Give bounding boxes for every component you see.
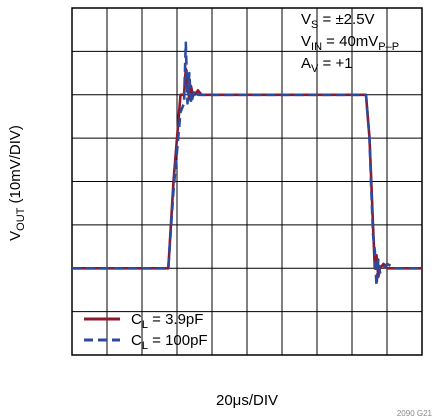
annotation-block: VS = ±2.5V VIN = 40mVP–P AV = +1 [301, 11, 399, 75]
legend: CL = 3.9pF CL = 100pF [84, 311, 208, 352]
plot-frame [71, 7, 423, 356]
legend-label-cl-3-9pf: CL = 3.9pF [131, 311, 203, 331]
annotation-vs: VS = ±2.5V [301, 11, 375, 31]
annotation-av: AV = +1 [301, 55, 353, 75]
series-line-1 [72, 41, 422, 287]
legend-label-cl-100pf: CL = 100pF [131, 332, 208, 352]
x-axis-label: 20μs/DIV [216, 392, 278, 409]
plot-grid [72, 8, 422, 355]
figure-code: 2090 G21 [397, 409, 433, 417]
y-axis-label: VOUT (10mV/DIV) [7, 125, 27, 241]
series-lines [72, 41, 422, 287]
annotation-vin: VIN = 40mVP–P [301, 33, 399, 53]
